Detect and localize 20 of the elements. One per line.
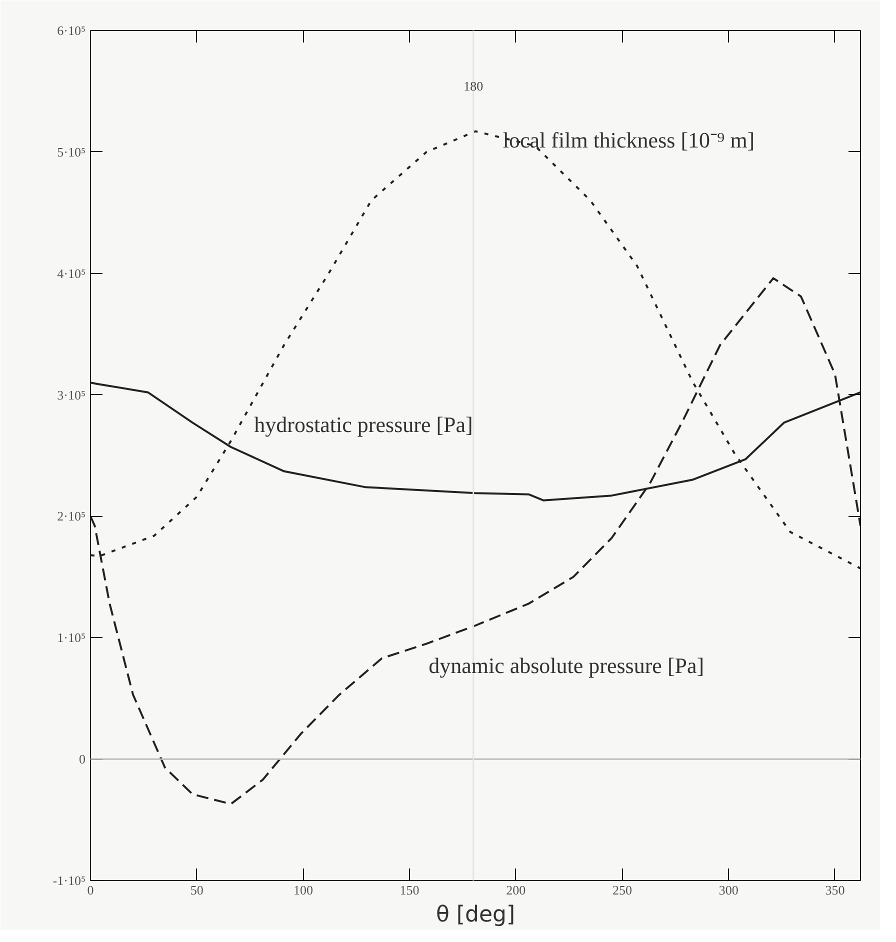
- ref-line-label: 180: [464, 78, 484, 94]
- annotation: hydrostatic pressure [Pa]: [254, 412, 473, 438]
- y-tick-label: 2·10⁵: [57, 508, 86, 524]
- x-tick-label: 250: [612, 882, 632, 898]
- y-tick-label: 3·10⁵: [57, 387, 86, 402]
- y-tick-label: 1·10⁵: [57, 630, 86, 646]
- annotation: dynamic absolute pressure [Pa]: [428, 653, 704, 678]
- x-tick-label: 350: [825, 882, 845, 898]
- annotation: local film thickness [10⁻⁹ m]: [502, 127, 755, 152]
- y-tick-label: 6·10⁵: [57, 23, 86, 38]
- x-tick-label: 100: [293, 882, 313, 898]
- x-tick-label: 50: [190, 882, 204, 898]
- x-tick-label: 150: [400, 882, 420, 898]
- y-tick-label: -1·10⁵: [52, 873, 86, 888]
- x-axis-title: θ [deg]: [436, 902, 516, 928]
- x-tick-label: 200: [506, 882, 526, 898]
- y-tick-label: 4·10⁵: [57, 266, 86, 281]
- y-tick-label: 5·10⁵: [57, 144, 86, 160]
- y-tick-label: 0: [79, 752, 86, 767]
- x-tick-label: 300: [718, 882, 738, 898]
